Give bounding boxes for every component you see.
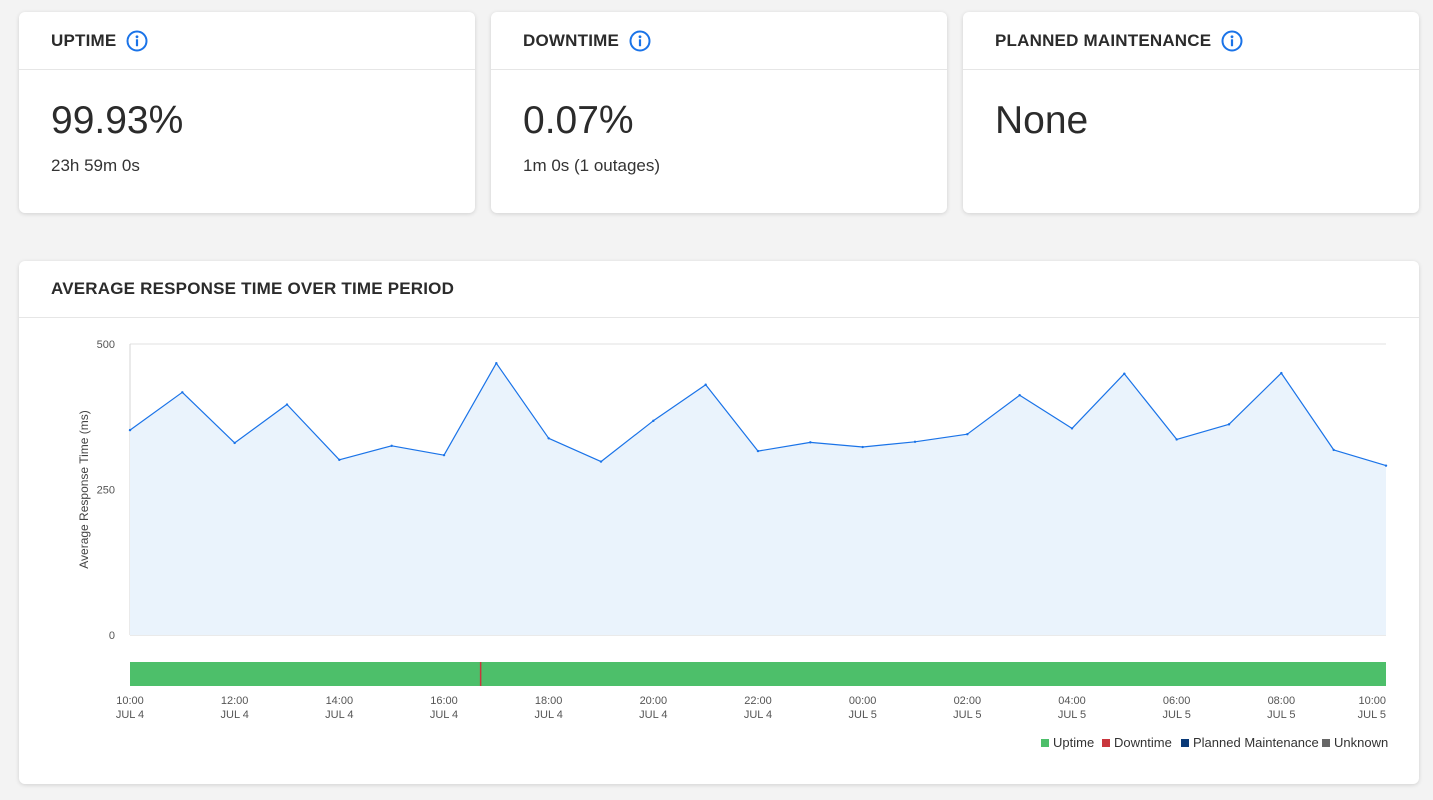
y-axis-title: Average Response Time (ms): [77, 410, 91, 569]
uptime-duration: 23h 59m 0s: [51, 156, 140, 175]
y-tick-label: 0: [109, 630, 115, 642]
data-point: [652, 419, 655, 423]
x-tick-date: JUL 5: [953, 709, 981, 721]
data-point: [338, 458, 341, 462]
response-time-chart: 0 250 500 Average Response Time (ms) 10:00 JU…: [77, 339, 1388, 750]
x-tick-date: JUL 4: [639, 709, 667, 721]
x-tick-date: JUL 5: [849, 709, 877, 721]
legend-swatch: [1181, 739, 1189, 747]
data-point: [1123, 372, 1126, 375]
x-tick-date: JUL 5: [1163, 709, 1191, 721]
x-tick-time: 18:00: [535, 695, 563, 707]
uptime-value: 99.93%: [51, 99, 184, 142]
x-tick-date: JUL 4: [744, 709, 772, 721]
downtime-value: 0.07%: [523, 99, 634, 142]
data-point: [809, 441, 812, 444]
x-tick-time: 00:00: [849, 695, 877, 707]
data-point: [128, 428, 132, 432]
data-point: [1018, 394, 1021, 397]
x-tick-date: JUL 4: [325, 709, 353, 721]
info-icon[interactable]: [1221, 30, 1243, 52]
response-time-chart-card: AVERAGE RESPONSE TIME OVER TIME PERIOD 0…: [19, 261, 1419, 784]
y-tick-label: 500: [97, 339, 115, 351]
legend-label: Uptime: [1053, 735, 1094, 750]
data-point: [495, 362, 498, 365]
downtime-card-header: DOWNTIME: [491, 12, 947, 70]
data-point: [861, 445, 864, 449]
x-tick-date: JUL 4: [116, 709, 144, 721]
x-tick-time: 12:00: [221, 695, 249, 707]
downtime-card: DOWNTIME 0.07% 1m 0s (1 outages): [491, 12, 947, 213]
legend-swatch: [1322, 739, 1330, 747]
data-point: [913, 440, 917, 443]
status-bar-outage: [479, 662, 482, 686]
data-point: [966, 433, 969, 436]
x-tick-time: 10:00: [116, 695, 144, 707]
status-bar-uptime: [130, 662, 1386, 686]
uptime-card: UPTIME 99.93% 23h 59m 0s: [19, 12, 475, 213]
x-tick-date: JUL 5: [1058, 709, 1086, 721]
x-tick-time: 22:00: [744, 695, 772, 707]
uptime-title: UPTIME: [51, 30, 117, 50]
chart-title: AVERAGE RESPONSE TIME OVER TIME PERIOD: [51, 279, 455, 298]
x-tick-time: 10:00: [1358, 695, 1386, 707]
response-time-area: [130, 363, 1386, 635]
uptime-card-header: UPTIME: [19, 12, 475, 70]
downtime-title: DOWNTIME: [523, 30, 620, 50]
data-point: [1384, 464, 1388, 467]
maintenance-card-header: PLANNED MAINTENANCE: [963, 12, 1419, 70]
data-point: [390, 444, 393, 448]
x-tick-time: 16:00: [430, 695, 458, 707]
downtime-duration: 1m 0s (1 outages): [523, 156, 661, 175]
data-point: [1175, 438, 1178, 441]
x-tick-time: 08:00: [1268, 695, 1296, 707]
legend-label: Unknown: [1334, 735, 1388, 750]
legend-swatch: [1041, 739, 1049, 747]
data-point: [1280, 371, 1283, 375]
x-tick-time: 06:00: [1163, 695, 1191, 707]
x-tick-date: JUL 5: [1267, 709, 1295, 721]
info-icon[interactable]: [629, 30, 651, 52]
maintenance-title: PLANNED MAINTENANCE: [995, 30, 1212, 50]
legend-label: Planned Maintenance: [1193, 735, 1319, 750]
data-point: [756, 449, 760, 453]
x-tick-date: JUL 5: [1358, 709, 1386, 721]
legend-label: Downtime: [1114, 735, 1172, 750]
data-point: [599, 460, 603, 463]
data-point: [442, 453, 446, 457]
x-tick-date: JUL 4: [430, 709, 458, 721]
maintenance-card: PLANNED MAINTENANCE None: [963, 12, 1419, 213]
data-point: [1070, 427, 1074, 430]
y-tick-label: 250: [97, 485, 115, 497]
x-tick-date: JUL 4: [535, 709, 563, 721]
data-point: [704, 383, 707, 386]
x-tick-date: JUL 4: [221, 709, 249, 721]
data-point: [1332, 448, 1335, 452]
x-tick-time: 20:00: [640, 695, 668, 707]
data-point: [285, 403, 289, 406]
x-tick-time: 14:00: [326, 695, 354, 707]
legend-swatch: [1102, 739, 1110, 747]
info-icon[interactable]: [126, 30, 148, 52]
chart-card-header: AVERAGE RESPONSE TIME OVER TIME PERIOD: [19, 261, 1419, 318]
data-point: [547, 437, 550, 440]
x-tick-time: 02:00: [954, 695, 982, 707]
data-point: [181, 391, 184, 394]
maintenance-value: None: [995, 99, 1089, 142]
x-tick-time: 04:00: [1058, 695, 1086, 707]
data-point: [233, 441, 236, 445]
data-point: [1227, 423, 1231, 426]
